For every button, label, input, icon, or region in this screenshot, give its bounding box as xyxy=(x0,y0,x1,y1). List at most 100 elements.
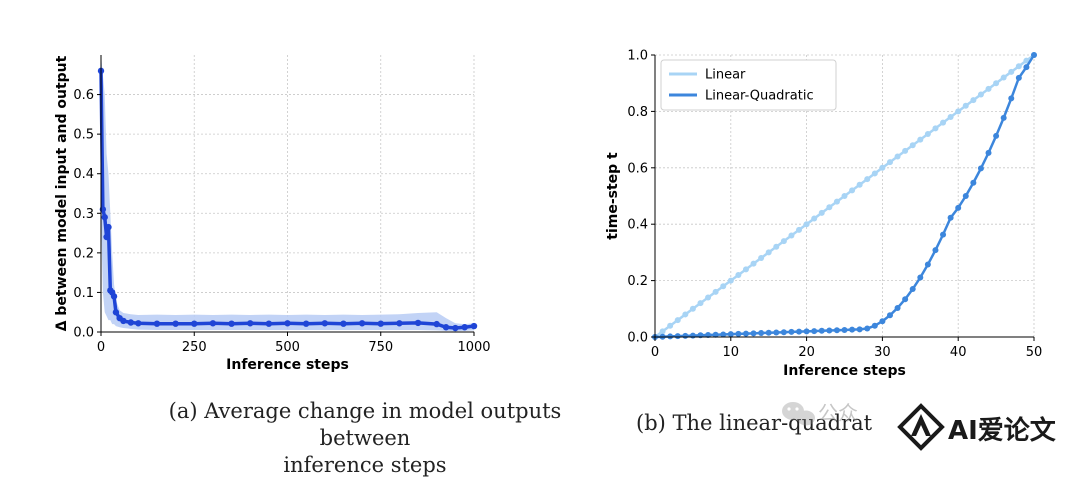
series-0-point-46 xyxy=(1000,74,1007,81)
brand-watermark-text: AI爱论文 xyxy=(948,416,1056,446)
series-1-point-5 xyxy=(689,332,696,339)
series-0-point-20 xyxy=(284,320,291,327)
series-1-point-3 xyxy=(674,333,681,340)
series-1-point-29 xyxy=(871,322,878,329)
series-1-point-2 xyxy=(667,333,674,340)
series-1-point-9 xyxy=(720,331,727,338)
series-0-point-25 xyxy=(377,320,384,327)
series-1-point-10 xyxy=(727,331,734,338)
y-tick-label-4: 0.4 xyxy=(73,167,94,182)
series-0-point-29 xyxy=(442,324,450,331)
caption-b-line-1: (b) The linear-quadrat xyxy=(636,411,873,435)
series-0-point-13 xyxy=(750,260,757,267)
series-0-point-41 xyxy=(962,102,969,109)
series-1-point-19 xyxy=(796,328,803,335)
series-1-point-30 xyxy=(879,318,886,325)
series-0-point-31 xyxy=(461,324,468,331)
series-1-point-46 xyxy=(1000,114,1007,121)
series-1-point-42 xyxy=(970,179,977,186)
y-axis-label: Δ between model input and output xyxy=(54,55,70,331)
series-1-point-27 xyxy=(856,326,863,333)
series-0-point-35 xyxy=(917,136,924,143)
series-0-point-27 xyxy=(414,319,422,327)
series-1-point-41 xyxy=(962,193,969,199)
y-tick-label-2: 0.2 xyxy=(73,246,94,261)
series-0-point-26 xyxy=(849,187,856,194)
series-1-point-11 xyxy=(735,330,742,337)
series-0-point-32 xyxy=(894,153,901,160)
series-1-point-34 xyxy=(909,286,916,293)
series-0-point-18 xyxy=(247,320,254,327)
x-tick-label-1: 10 xyxy=(723,345,740,360)
series-0-point-48 xyxy=(1015,63,1022,70)
series-1-point-50 xyxy=(1031,52,1037,58)
y-tick-label-2: 0.4 xyxy=(627,218,648,233)
series-1-point-33 xyxy=(902,296,909,303)
series-0-point-12 xyxy=(742,266,749,273)
series-0-point-10 xyxy=(120,317,127,325)
series-1-point-49 xyxy=(1023,64,1030,71)
caption-a-line-2: inference steps xyxy=(283,453,447,477)
series-0-point-4 xyxy=(105,223,112,231)
series-0-point-44 xyxy=(985,85,992,92)
series-1-point-18 xyxy=(788,328,795,335)
series-1-point-37 xyxy=(932,247,939,254)
caption-a: (a) Average change in model outputs betw… xyxy=(150,398,580,479)
x-tick-label-0: 0 xyxy=(97,340,105,355)
series-0-point-14 xyxy=(758,255,765,262)
x-axis-label: Inference steps xyxy=(226,357,349,373)
series-0-point-7 xyxy=(705,294,712,301)
series-0-point-49 xyxy=(1023,57,1030,64)
y-tick-label-0: 0.0 xyxy=(73,326,94,341)
figure-canvas: 0 250 500 750 10000.00.10.20.30.40.50.6Infer… xyxy=(54,49,1042,380)
series-1-point-40 xyxy=(955,204,962,211)
series-0-point-12 xyxy=(135,320,142,327)
series-1-point-16 xyxy=(773,329,780,336)
y-tick-label-1: 0.2 xyxy=(627,274,648,289)
series-0-point-15 xyxy=(191,320,198,327)
series-0-point-10 xyxy=(727,277,734,284)
series-0-point-18 xyxy=(788,232,795,239)
x-tick-label-2: 500 xyxy=(275,340,300,355)
series-0-point-20 xyxy=(803,221,810,228)
series-0-point-19 xyxy=(265,320,273,327)
series-1-point-20 xyxy=(803,328,810,335)
series-0-point-29 xyxy=(871,170,878,177)
series-0-point-13 xyxy=(153,320,161,327)
series-0-point-5 xyxy=(689,305,696,312)
series-0-point-7 xyxy=(110,293,118,300)
y-tick-label-4: 0.8 xyxy=(627,105,648,120)
series-0-point-6 xyxy=(697,300,704,307)
series-0-point-11 xyxy=(735,271,742,278)
chart-b: 0 10 20 30 40 50 0.0 0.2 0.4 0.6 0.8 1.0 Inference s… xyxy=(605,49,1042,380)
series-0-point-17 xyxy=(228,320,235,327)
series-0-point-30 xyxy=(452,324,459,332)
series-0-point-16 xyxy=(773,243,780,250)
y-tick-label-3: 0.3 xyxy=(73,207,94,222)
series-0-point-38 xyxy=(940,119,947,126)
series-0-point-21 xyxy=(811,215,818,222)
series-0-point-23 xyxy=(826,204,833,211)
series-0-point-2 xyxy=(101,214,108,221)
series-0-point-28 xyxy=(864,176,871,183)
series-1-point-35 xyxy=(917,274,924,281)
series-1-point-17 xyxy=(780,329,787,336)
series-0-point-34 xyxy=(909,142,916,149)
series-0-point-40 xyxy=(955,108,962,115)
series-0-point-31 xyxy=(886,159,893,166)
series-0-point-22 xyxy=(321,320,328,327)
series-0-point-33 xyxy=(902,147,909,154)
series-0-point-15 xyxy=(765,249,772,256)
series-0-point-36 xyxy=(924,130,931,137)
legend: Linear Linear-Quadratic xyxy=(660,59,837,111)
series-1-point-24 xyxy=(833,327,840,334)
series-1-point-31 xyxy=(886,312,893,319)
series-0-point-21 xyxy=(302,320,310,327)
series-0-point-17 xyxy=(780,238,787,245)
series-0-point-45 xyxy=(993,80,1000,87)
series-0-point-24 xyxy=(833,198,840,205)
series-1-point-48 xyxy=(1015,74,1022,81)
y-tick-label-6: 0.6 xyxy=(73,88,94,103)
series-0-point-39 xyxy=(947,114,954,121)
legend-label-1: Linear-Quadratic xyxy=(705,89,814,104)
